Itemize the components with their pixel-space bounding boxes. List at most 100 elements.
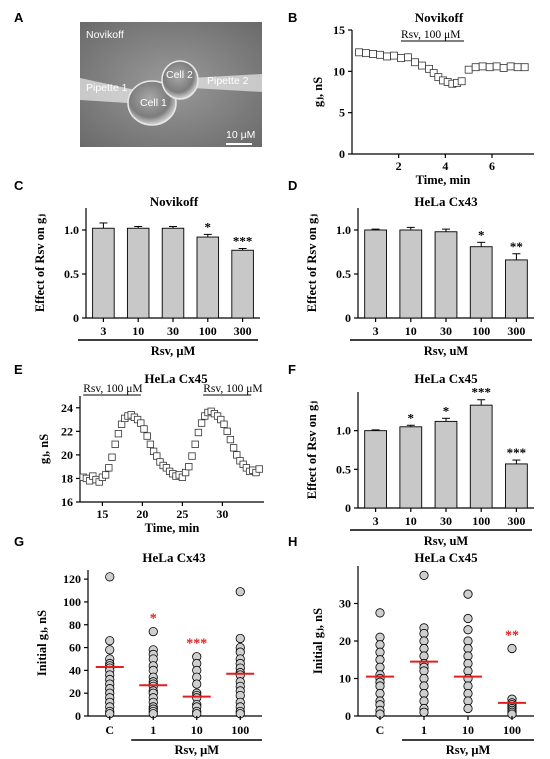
bar xyxy=(505,259,528,319)
x-tick-label: 3 xyxy=(373,514,379,528)
x-tick-label: 30 xyxy=(167,324,179,338)
pipette-2-shape xyxy=(190,74,262,92)
y-tick-label: 1.0 xyxy=(336,223,351,237)
x-tick-label: 30 xyxy=(216,507,228,521)
data-point xyxy=(506,62,515,71)
chart-c: Novikoff 0 0.5 1.0 3 10 30 100 * 300 *** Rsv, μM Eff… xyxy=(33,194,260,358)
significance-marker: *** xyxy=(186,637,207,652)
data-point xyxy=(499,64,508,72)
data-point xyxy=(464,65,473,74)
micrograph-title: Novikoff xyxy=(86,29,124,41)
data-point xyxy=(192,679,202,689)
data-point xyxy=(463,589,473,599)
y-tick-label: 16 xyxy=(61,495,73,509)
panel-label-h: H xyxy=(288,534,297,549)
x-tick-label: 100 xyxy=(231,723,249,737)
y-tick-label: 30 xyxy=(339,597,351,611)
treatment-label: Rsv, 100 μM xyxy=(401,29,460,41)
y-tick-label: 0 xyxy=(345,311,351,325)
chart-title: Novikoff xyxy=(415,10,464,25)
bar xyxy=(126,227,150,319)
cell-2-label: Cell 2 xyxy=(166,69,193,81)
y-tick-label: 1.0 xyxy=(64,223,79,237)
scale-bar-label: 10 μM xyxy=(226,129,255,141)
panel-label-c: C xyxy=(14,178,24,193)
x-axis-label: Rsv, uM xyxy=(424,534,469,548)
bar xyxy=(92,227,115,319)
significance-marker: *** xyxy=(471,385,491,400)
x-tick-label: 15 xyxy=(96,507,108,521)
y-tick-label: 5 xyxy=(339,106,345,120)
x-tick-label: 100 xyxy=(472,324,490,338)
chart-title: HeLa Cx45 xyxy=(144,371,208,386)
significance-marker: *** xyxy=(507,445,527,460)
data-point xyxy=(229,444,238,452)
x-tick-label: 10 xyxy=(462,723,474,737)
data-point xyxy=(463,613,473,624)
x-tick-label: 6 xyxy=(489,159,495,173)
bar xyxy=(161,227,185,319)
y-axis-label: Effect of Rsv on gⱼ xyxy=(305,214,319,312)
x-tick-label: 30 xyxy=(440,324,452,338)
bar xyxy=(364,430,387,509)
panel-label-e: E xyxy=(14,362,23,377)
data-point xyxy=(235,587,245,597)
x-axis-label: Rsv, μM xyxy=(446,743,491,757)
micrograph: Novikoff Pipette 1 Pipette 2 Cell 1 Cell… xyxy=(80,22,262,147)
data-point xyxy=(220,420,228,428)
bar xyxy=(434,420,458,509)
y-tick-label: 0.5 xyxy=(336,267,351,281)
data-point xyxy=(148,626,158,637)
y-axis-label: gⱼ, nS xyxy=(311,77,325,107)
panel-label-a: A xyxy=(14,10,24,25)
y-axis-label: Initial gⱼ, nS xyxy=(35,610,49,676)
x-tick-label: 20 xyxy=(136,507,148,521)
x-tick-label: 10 xyxy=(132,324,144,338)
data-point xyxy=(457,77,466,86)
chart-b: Novikoff 0 5 10 15 2 4 6 Time, min gⱼ, nS Rsv, 100… xyxy=(311,10,534,187)
data-point xyxy=(105,636,115,646)
data-point xyxy=(143,432,151,440)
panel-label-f: F xyxy=(288,362,296,377)
significance-marker: * xyxy=(150,612,157,627)
x-tick-label: 3 xyxy=(373,324,379,338)
y-tick-label: 15 xyxy=(333,23,345,37)
bar xyxy=(196,236,220,319)
y-tick-label: 18 xyxy=(61,471,73,485)
x-tick-label: 4 xyxy=(442,159,448,173)
significance-marker: * xyxy=(443,403,450,418)
data-point xyxy=(191,440,199,448)
data-point xyxy=(376,50,384,59)
data-point xyxy=(513,63,522,72)
x-tick-label: 1 xyxy=(150,723,156,737)
data-point xyxy=(419,707,429,717)
y-tick-label: 80 xyxy=(69,618,81,632)
x-tick-label: C xyxy=(105,723,114,737)
cell-1-shape xyxy=(127,80,177,126)
bar xyxy=(399,426,423,509)
x-axis-label: Rsv, μM xyxy=(151,344,196,358)
data-point xyxy=(425,64,433,73)
data-point xyxy=(188,452,196,460)
x-tick-label: 30 xyxy=(440,514,452,528)
data-point xyxy=(520,63,529,72)
data-point xyxy=(463,703,473,714)
x-tick-label: 300 xyxy=(507,514,525,528)
y-axis-label: Effect of Rsv on gⱼ xyxy=(33,214,47,312)
x-tick-label: 2 xyxy=(396,159,402,173)
data-point xyxy=(197,419,206,427)
data-point xyxy=(105,464,113,472)
data-point xyxy=(223,427,231,435)
y-tick-label: 60 xyxy=(69,641,81,655)
y-tick-label: 0 xyxy=(73,311,79,325)
data-point xyxy=(411,58,419,67)
data-point xyxy=(418,61,426,70)
y-tick-label: 10 xyxy=(333,64,345,78)
x-tick-label: 10 xyxy=(191,723,203,737)
data-point xyxy=(390,51,398,60)
treatment-label: Rsv, 100 μM xyxy=(83,383,142,395)
panel-label-g: G xyxy=(14,534,24,549)
significance-marker: * xyxy=(408,410,415,425)
bar xyxy=(231,249,254,319)
y-tick-label: 100 xyxy=(63,595,81,609)
